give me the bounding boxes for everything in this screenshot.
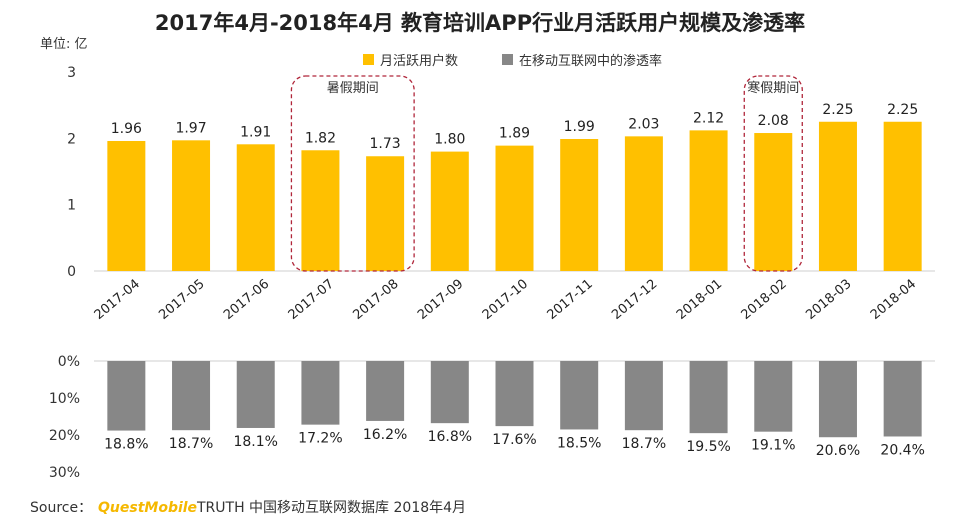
mau-bar <box>883 121 922 271</box>
penetration-value-label: 18.8% <box>104 437 148 453</box>
mau-bar <box>301 150 340 271</box>
category-labels: 2017-04 2017-05 2017-06 2017-07 2017-08 2017-… <box>92 277 920 323</box>
legend-swatch-mau <box>363 54 374 65</box>
category-label: 2017-05 <box>156 277 207 323</box>
category-label: 2017-10 <box>480 277 531 323</box>
top-y-tick-label: 2 <box>67 131 76 147</box>
category-label: 2018-01 <box>674 277 725 323</box>
penetration-value-label: 18.7% <box>622 436 666 452</box>
penetration-value-label: 18.5% <box>557 435 601 451</box>
bottom-y-tick-label: 0% <box>58 354 80 370</box>
mau-value-label: 1.80 <box>434 132 465 148</box>
mau-value-label: 2.12 <box>693 110 724 126</box>
mau-bar <box>818 121 857 271</box>
mau-value-label: 2.03 <box>628 116 659 132</box>
period-annotations: 暑假期间 寒假期间 <box>290 75 803 272</box>
top-y-tick-label: 3 <box>67 65 76 81</box>
mau-value-label: 1.89 <box>499 126 530 142</box>
source-prefix: Source： <box>30 500 92 516</box>
mau-bar <box>107 140 146 271</box>
bottom-y-tick-label: 30% <box>49 465 80 481</box>
category-label: 2018-04 <box>868 277 919 323</box>
mau-value-labels: 1.96 1.97 1.91 1.82 1.73 1.80 1.89 1.99 2.03 2.12… <box>111 102 918 152</box>
legend-label-penetration: 在移动互联网中的渗透率 <box>519 53 662 69</box>
mau-bar <box>689 130 728 271</box>
source-brand: QuestMobile <box>98 500 197 516</box>
penetration-value-label: 18.7% <box>169 436 213 452</box>
mau-value-label: 1.91 <box>240 124 271 140</box>
mau-bar <box>236 144 275 271</box>
bottom-axis: 0% 10% 20% 30% <box>49 354 935 481</box>
source-line: Source： QuestMobile TRUTH 中国移动互联网数据库 201… <box>30 500 466 516</box>
category-label: 2017-12 <box>609 277 660 323</box>
mau-value-label: 2.08 <box>758 113 789 129</box>
penetration-value-label: 20.4% <box>880 442 924 458</box>
penetration-bar <box>818 361 857 438</box>
mau-value-label: 2.25 <box>822 102 853 118</box>
category-label: 2017-07 <box>286 277 337 323</box>
mau-value-label: 1.96 <box>111 121 142 137</box>
mau-bar <box>624 136 663 271</box>
penetration-bars <box>107 361 922 438</box>
source-text: TRUTH 中国移动互联网数据库 2018年4月 <box>196 500 466 516</box>
penetration-value-label: 16.2% <box>363 427 407 443</box>
period-box <box>290 75 415 272</box>
penetration-bar <box>366 361 405 421</box>
penetration-bar <box>107 361 146 431</box>
penetration-value-label: 17.6% <box>492 432 536 448</box>
legend-label-mau: 月活跃用户数 <box>380 53 458 69</box>
penetration-value-label: 20.6% <box>816 443 860 459</box>
penetration-value-label: 17.2% <box>298 431 342 447</box>
category-label: 2018-02 <box>739 277 790 323</box>
mau-value-label: 1.97 <box>175 120 206 136</box>
period-box <box>743 75 803 272</box>
category-label: 2017-08 <box>350 277 401 323</box>
mau-value-label: 1.82 <box>305 130 336 146</box>
penetration-value-label: 18.1% <box>233 434 277 450</box>
y-unit-label: 单位: 亿 <box>40 37 88 52</box>
penetration-value-label: 16.8% <box>428 429 472 445</box>
penetration-bar <box>236 361 275 428</box>
mau-bar <box>430 151 469 271</box>
category-label: 2017-06 <box>221 277 272 323</box>
penetration-bar <box>754 361 793 432</box>
mau-bar <box>560 138 599 271</box>
penetration-bar <box>689 361 728 434</box>
penetration-value-labels: 18.8% 18.7% 18.1% 17.2% 16.2% 16.8% 17.6% 18.5%… <box>104 427 925 459</box>
bottom-y-tick-label: 20% <box>49 428 80 444</box>
top-y-tick-label: 1 <box>67 198 76 214</box>
penetration-bar <box>624 361 663 431</box>
penetration-bar <box>301 361 340 425</box>
mau-value-label: 2.25 <box>887 102 918 118</box>
penetration-bar <box>430 361 469 424</box>
mau-bar <box>754 133 793 271</box>
legend-swatch-penetration <box>502 54 513 65</box>
mau-bar <box>495 145 534 271</box>
penetration-bar <box>495 361 534 427</box>
category-label: 2018-03 <box>803 277 854 323</box>
bottom-y-tick-label: 10% <box>49 391 80 407</box>
chart-title: 2017年4月-2018年4月 教育培训APP行业月活跃用户规模及渗透率 <box>155 11 805 35</box>
penetration-bar <box>883 361 922 437</box>
mau-value-label: 1.73 <box>370 136 401 152</box>
mau-bar <box>172 140 211 271</box>
mau-bars <box>107 121 922 271</box>
category-label: 2017-11 <box>545 277 596 323</box>
category-label: 2017-04 <box>92 277 143 323</box>
mau-value-label: 1.99 <box>564 119 595 135</box>
period-label: 暑假期间 <box>327 81 379 96</box>
penetration-bar <box>172 361 211 431</box>
top-y-tick-label: 0 <box>67 264 76 280</box>
legend: 月活跃用户数 在移动互联网中的渗透率 <box>363 53 662 69</box>
penetration-bar <box>560 361 599 430</box>
period-label: 寒假期间 <box>747 80 799 96</box>
penetration-value-label: 19.5% <box>686 439 730 455</box>
penetration-value-label: 19.1% <box>751 438 795 454</box>
category-label: 2017-09 <box>415 277 466 323</box>
mau-bar <box>366 156 405 271</box>
